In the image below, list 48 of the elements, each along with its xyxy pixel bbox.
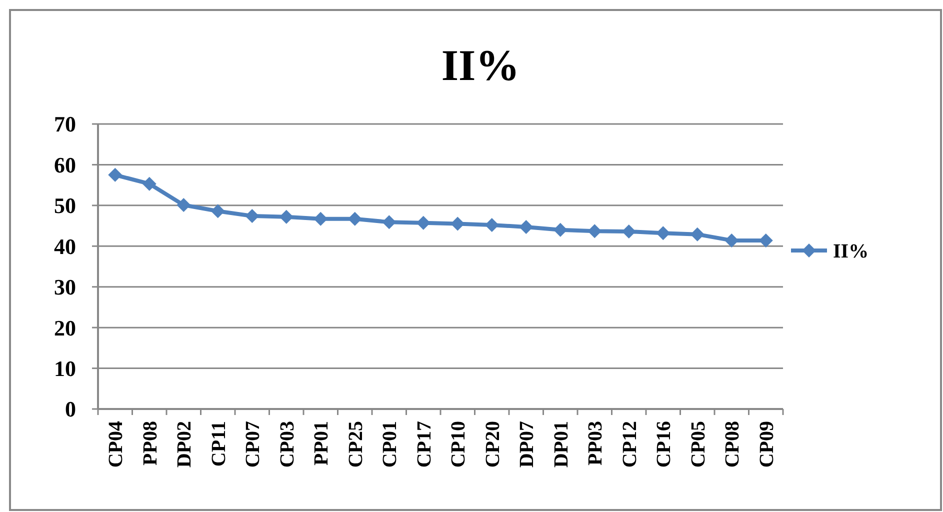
- y-tick-label: 40: [54, 234, 76, 259]
- point: [690, 227, 704, 242]
- point: [416, 216, 430, 230]
- y-tick-label: 10: [54, 356, 76, 381]
- x-tick-label: CP11: [208, 421, 230, 467]
- y-tick-label: 50: [54, 193, 76, 218]
- x-tick-label: CP10: [448, 421, 470, 468]
- x-tick-label: PP01: [310, 421, 333, 466]
- point: [279, 210, 294, 224]
- x-tick-label: CP05: [687, 421, 710, 468]
- point: [348, 212, 362, 226]
- point: [142, 176, 156, 191]
- x-tick-label: CP20: [482, 421, 504, 468]
- x-tick-label: CP07: [242, 421, 264, 468]
- point: [210, 204, 225, 218]
- x-tick-label: CP17: [413, 421, 436, 468]
- x-tick-label: CP08: [722, 421, 744, 468]
- point: [314, 212, 328, 226]
- x-tick-label: DP07: [516, 421, 538, 468]
- legend-label: II%: [833, 240, 869, 262]
- point: [484, 218, 499, 232]
- x-tick-label: DP02: [174, 421, 196, 468]
- x-tick-label: CP09: [756, 421, 778, 468]
- y-tick-label: 30: [54, 274, 76, 300]
- point: [656, 226, 670, 240]
- point: [588, 224, 602, 238]
- x-tick-label: CP12: [618, 421, 641, 468]
- x-tick-label: PP08: [139, 421, 162, 466]
- y-tick-label: 60: [54, 152, 76, 178]
- y-tick-label: 70: [54, 112, 76, 137]
- point: [108, 168, 122, 182]
- point: [382, 215, 396, 230]
- point: [553, 222, 568, 237]
- x-tick-label: CP25: [344, 421, 367, 468]
- x-tick-label: CP01: [379, 421, 402, 468]
- y-tick-label: 0: [65, 396, 76, 422]
- point: [622, 224, 636, 238]
- x-tick-label: CP03: [276, 421, 298, 468]
- point: [245, 209, 260, 224]
- y-tick-label: 20: [54, 315, 76, 340]
- x-tick-label: DP01: [550, 421, 572, 468]
- chart-title: II%: [441, 41, 520, 90]
- x-tick-label: PP03: [584, 421, 607, 466]
- point: [450, 216, 465, 231]
- point: [176, 198, 191, 212]
- point: [519, 220, 534, 234]
- x-tick-label: CP04: [105, 421, 128, 468]
- x-tick-label: CP16: [653, 421, 676, 468]
